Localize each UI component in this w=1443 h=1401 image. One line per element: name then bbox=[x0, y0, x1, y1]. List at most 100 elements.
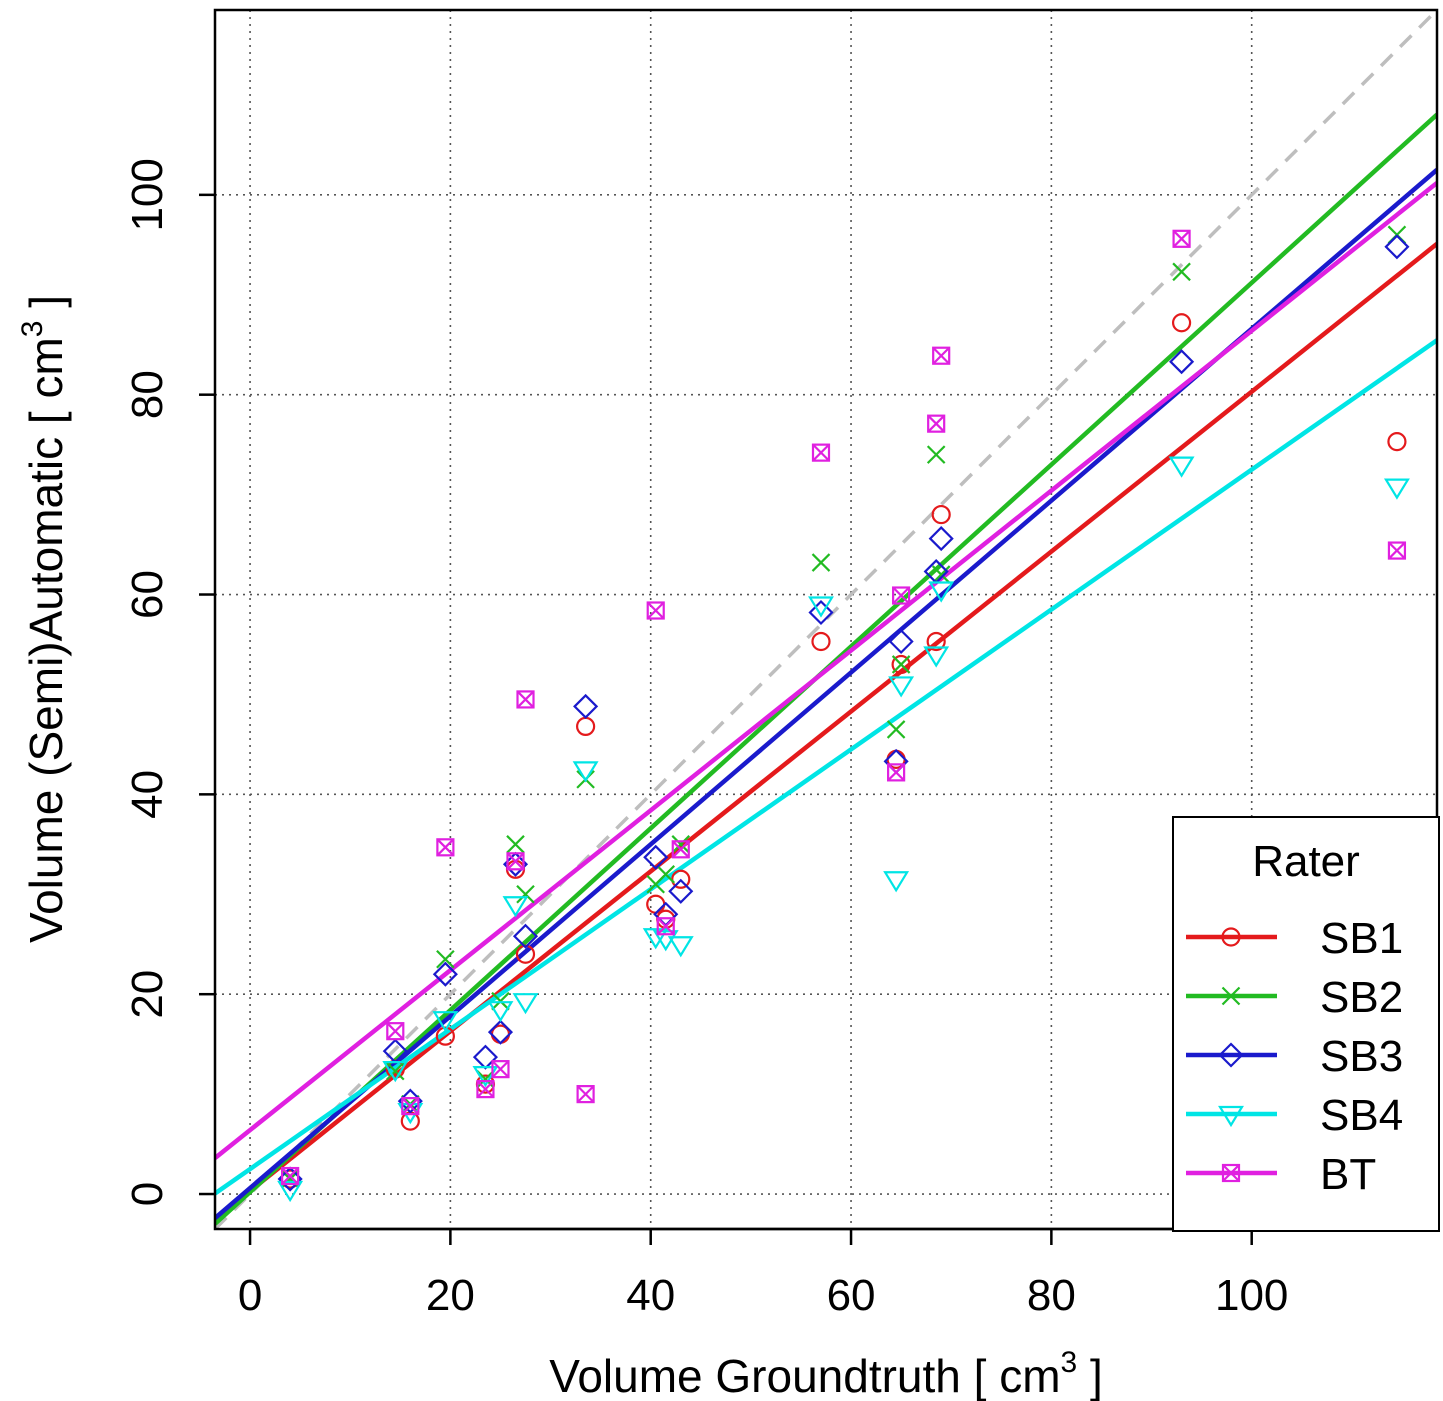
y-tick-label: 100 bbox=[123, 158, 172, 231]
point-bt bbox=[656, 917, 675, 936]
legend-marker-sb3 bbox=[1218, 1042, 1244, 1068]
point-sb3 bbox=[668, 878, 694, 904]
legend-marker-bt bbox=[1221, 1163, 1241, 1183]
point-bt bbox=[932, 346, 951, 365]
point-sb2 bbox=[506, 835, 525, 854]
point-bt bbox=[927, 414, 946, 433]
point-bt bbox=[576, 1085, 595, 1104]
point-sb3 bbox=[432, 961, 458, 987]
point-sb2 bbox=[386, 1061, 405, 1081]
legend-marker-sb4 bbox=[1218, 1105, 1244, 1128]
data-points bbox=[277, 225, 1410, 1203]
point-sb1 bbox=[435, 1026, 455, 1046]
point-sb3 bbox=[512, 923, 539, 949]
point-sb3 bbox=[808, 599, 834, 626]
fit-line-sb4 bbox=[215, 338, 1437, 1196]
point-sb1 bbox=[1171, 313, 1192, 333]
identity-line bbox=[215, 10, 1437, 1229]
point-sb4 bbox=[432, 1011, 459, 1033]
x-axis: 0 20 40 60 80 100 bbox=[238, 1227, 1288, 1320]
legend-entry-sb2: SB2 bbox=[1186, 973, 1403, 1022]
point-sb4 bbox=[512, 993, 539, 1015]
point-bt bbox=[1387, 541, 1407, 560]
point-sb1 bbox=[646, 894, 666, 914]
point-sb3 bbox=[928, 526, 954, 552]
point-sb4 bbox=[888, 676, 915, 698]
point-sb1 bbox=[576, 716, 596, 737]
point-sb4 bbox=[928, 581, 955, 603]
legend-label: BT bbox=[1320, 1150, 1376, 1199]
point-sb4 bbox=[808, 596, 834, 618]
x-tick-label: 0 bbox=[238, 1271, 262, 1320]
legend-marker-sb2 bbox=[1221, 986, 1241, 1006]
point-bt bbox=[386, 1022, 405, 1041]
point-bt bbox=[887, 763, 906, 782]
point-bt bbox=[646, 601, 665, 620]
regression-lines bbox=[215, 112, 1437, 1226]
legend-entry-bt: BT bbox=[1186, 1150, 1376, 1199]
point-sb1 bbox=[891, 654, 911, 675]
point-sb4 bbox=[883, 871, 910, 893]
legend-entry-sb4: SB4 bbox=[1186, 1091, 1403, 1140]
point-sb4 bbox=[472, 1066, 499, 1088]
point-bt bbox=[476, 1080, 495, 1099]
point-sb3 bbox=[487, 1019, 514, 1045]
x-tick-label: 80 bbox=[1027, 1271, 1076, 1320]
point-bt bbox=[1172, 229, 1191, 248]
point-bt bbox=[436, 838, 455, 857]
point-sb2 bbox=[886, 720, 906, 739]
point-sb1 bbox=[926, 631, 946, 652]
y-axis-title: Volume (Semi)Automatic [ cm3 ] bbox=[16, 295, 72, 943]
x-tick-label: 40 bbox=[626, 1271, 675, 1320]
point-sb4 bbox=[1168, 456, 1195, 478]
legend-entry-sb3: SB3 bbox=[1186, 1032, 1403, 1081]
x-tick-label: 20 bbox=[426, 1271, 475, 1320]
legend-marker-sb1 bbox=[1221, 927, 1241, 947]
legend-label: SB4 bbox=[1320, 1091, 1403, 1140]
x-tick-label: 60 bbox=[827, 1271, 876, 1320]
point-sb4 bbox=[572, 761, 599, 783]
point-sb2 bbox=[436, 949, 455, 969]
legend: Rater SB1 SB2 SB3 SB4 BT bbox=[1172, 816, 1440, 1232]
x-tick-label: 100 bbox=[1215, 1271, 1288, 1320]
point-sb2 bbox=[811, 553, 831, 572]
point-bt bbox=[506, 852, 525, 871]
point-bt bbox=[671, 840, 690, 859]
point-sb4 bbox=[382, 1061, 409, 1083]
legend-label: SB3 bbox=[1320, 1032, 1403, 1081]
point-sb4 bbox=[642, 928, 669, 950]
point-sb1 bbox=[1387, 432, 1407, 452]
point-sb1 bbox=[931, 504, 951, 525]
point-bt bbox=[401, 1097, 420, 1116]
point-sb2 bbox=[891, 655, 911, 674]
point-sb4 bbox=[487, 1001, 514, 1023]
point-sb2 bbox=[671, 835, 691, 854]
legend-entries: SB1 SB2 SB3 SB4 BT bbox=[1186, 914, 1403, 1199]
point-sb2 bbox=[516, 884, 535, 904]
point-sb4 bbox=[923, 646, 950, 668]
point-sb3 bbox=[643, 844, 669, 870]
point-bt bbox=[516, 690, 535, 709]
point-bt bbox=[281, 1166, 300, 1186]
y-tick-label: 0 bbox=[123, 1182, 172, 1206]
point-sb2 bbox=[1172, 262, 1191, 282]
legend-box bbox=[1172, 816, 1440, 1232]
legend-label: SB1 bbox=[1320, 914, 1403, 963]
point-sb3 bbox=[573, 693, 599, 719]
y-tick-label: 40 bbox=[123, 770, 172, 819]
fit-line-bt bbox=[215, 181, 1437, 1160]
fit-line-sb1 bbox=[215, 242, 1437, 1221]
point-sb3 bbox=[1169, 349, 1195, 375]
point-sb2 bbox=[656, 865, 676, 884]
legend-label: SB2 bbox=[1320, 973, 1403, 1022]
point-sb1 bbox=[811, 631, 831, 652]
y-axis: 0 20 40 60 80 100 bbox=[123, 158, 215, 1206]
point-sb4 bbox=[667, 936, 694, 958]
point-sb2 bbox=[926, 445, 946, 464]
x-axis-title: Volume Groundtruth [ cm3 ] bbox=[549, 1346, 1103, 1401]
point-sb4 bbox=[502, 896, 529, 918]
point-sb3 bbox=[1384, 234, 1410, 260]
point-sb3 bbox=[888, 628, 914, 655]
point-sb4 bbox=[1383, 478, 1410, 500]
